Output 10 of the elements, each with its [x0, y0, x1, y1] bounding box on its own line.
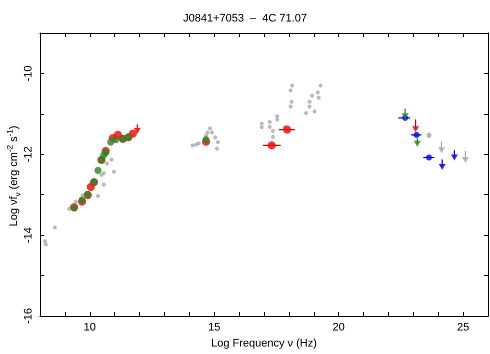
x-axis-title: Log Frequency ν (Hz): [211, 338, 317, 350]
x-tick-label: 10: [84, 322, 96, 334]
y-tick-label: -14: [22, 227, 34, 244]
x-tick-label: 20: [332, 322, 345, 334]
chart-title: J0841+7053 – 4C 71.07: [183, 12, 307, 24]
y-tick-label: -16: [22, 308, 34, 324]
y-tick-label: -12: [22, 146, 34, 162]
x-tick-label: 15: [208, 322, 220, 334]
x-tick-label: 25: [456, 322, 470, 334]
y-tick-label: -10: [22, 65, 34, 82]
